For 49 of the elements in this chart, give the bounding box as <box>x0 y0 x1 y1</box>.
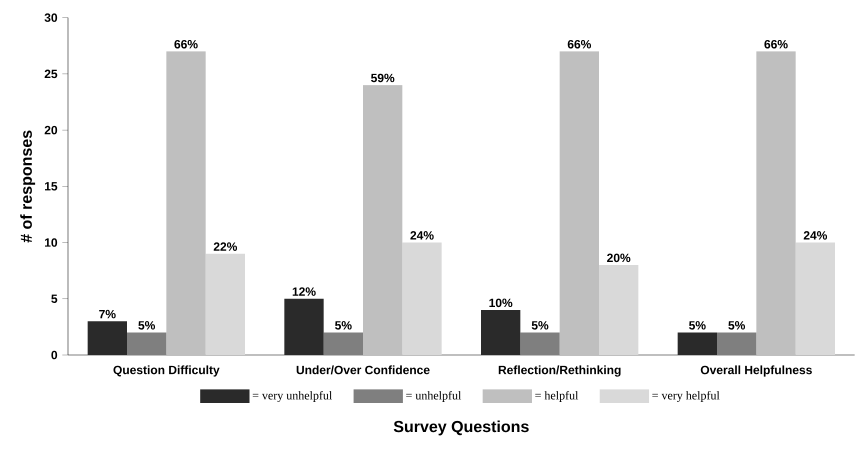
annotation: 5% <box>689 321 706 330</box>
legend-label: = very helpful <box>652 390 720 402</box>
x-tick-label: Overall Helpfulness <box>700 365 812 377</box>
annotation: 12% <box>292 287 316 296</box>
x-axis-title: Survey Questions <box>394 420 529 436</box>
annotation: 5% <box>138 321 156 330</box>
annotation: 5% <box>728 321 746 330</box>
annotation: 5% <box>532 321 548 330</box>
bar <box>206 254 245 356</box>
bar <box>88 321 127 356</box>
bar <box>678 332 717 356</box>
bar <box>560 51 600 356</box>
y-tick-label: 25 <box>44 70 58 78</box>
bar <box>756 51 796 356</box>
bar <box>599 265 638 356</box>
annotation: 24% <box>804 231 828 240</box>
bar <box>796 242 836 356</box>
bar <box>717 332 756 356</box>
annotation: 22% <box>214 242 238 251</box>
bar <box>127 332 166 356</box>
bar <box>520 332 560 356</box>
annotation: 66% <box>568 40 592 48</box>
y-tick-label: 0 <box>51 350 58 360</box>
y-tick-label: 20 <box>44 126 58 134</box>
y-tick-label: 30 <box>44 13 58 22</box>
legend-label: = helpful <box>535 390 578 402</box>
annotation: 24% <box>410 231 434 240</box>
x-tick-label: Under/Over Confidence <box>296 365 430 374</box>
annotation: 66% <box>174 40 198 48</box>
y-tick-label: 5 <box>51 294 58 303</box>
legend-label: = very unhelpful <box>252 390 332 402</box>
annotation: 10% <box>489 298 512 308</box>
y-tick-label: 10 <box>45 238 58 247</box>
x-tick-label: Question Difficulty <box>114 365 220 377</box>
annotation: 59% <box>371 74 394 82</box>
bar <box>166 51 206 356</box>
annotation: 20% <box>607 254 630 262</box>
annotation: 66% <box>764 40 788 48</box>
annotation: 7% <box>99 310 116 318</box>
bar <box>284 298 324 356</box>
annotation: 5% <box>335 321 352 330</box>
y-tick-label: 15 <box>45 182 58 191</box>
bar <box>481 310 520 356</box>
x-tick-label: Reflection/Rethinking <box>498 365 621 377</box>
bar <box>402 242 442 356</box>
bar <box>324 332 363 356</box>
bar <box>363 85 402 356</box>
y-axis-title: # of responses <box>20 130 36 243</box>
legend-label: = unhelpful <box>406 390 462 402</box>
